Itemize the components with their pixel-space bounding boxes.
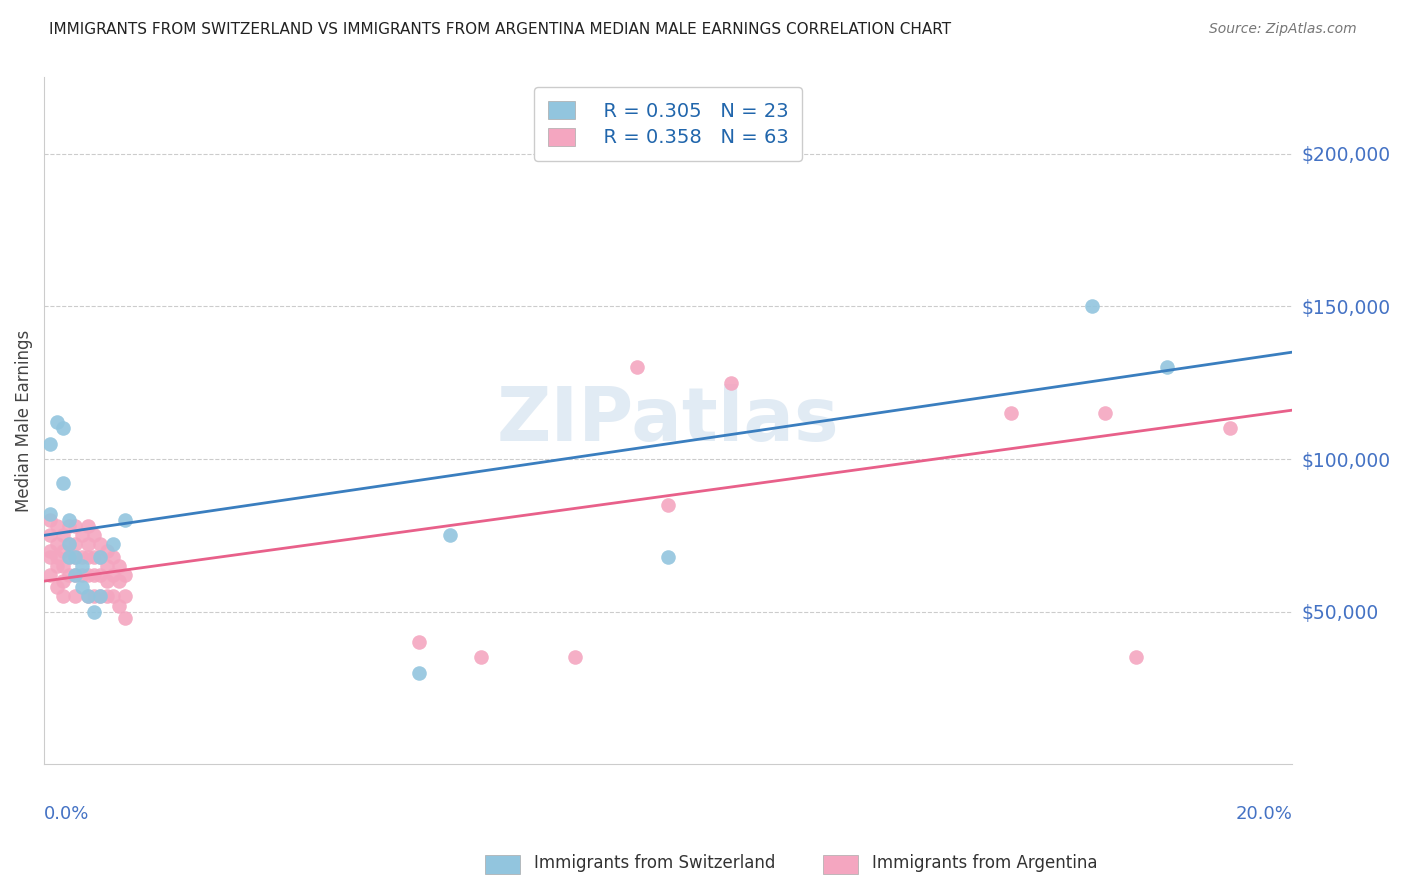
Point xyxy=(65,537,87,551)
Point xyxy=(39,549,62,564)
Text: Immigrants from Argentina: Immigrants from Argentina xyxy=(872,855,1097,872)
Point xyxy=(58,519,80,533)
Point xyxy=(83,549,105,564)
Text: IMMIGRANTS FROM SWITZERLAND VS IMMIGRANTS FROM ARGENTINA MEDIAN MALE EARNINGS CO: IMMIGRANTS FROM SWITZERLAND VS IMMIGRANT… xyxy=(49,22,952,37)
Point xyxy=(65,590,87,604)
Legend:   R = 0.305   N = 23,   R = 0.358   N = 63: R = 0.305 N = 23, R = 0.358 N = 63 xyxy=(534,87,801,161)
Point xyxy=(45,549,67,564)
Point xyxy=(70,580,93,594)
Point xyxy=(108,599,131,613)
Point xyxy=(39,528,62,542)
Point xyxy=(65,549,87,564)
Point xyxy=(52,558,75,573)
Point xyxy=(1081,299,1104,313)
Point xyxy=(564,650,586,665)
Text: Immigrants from Switzerland: Immigrants from Switzerland xyxy=(534,855,776,872)
Point xyxy=(1094,406,1116,420)
Point xyxy=(52,574,75,588)
Point xyxy=(39,513,62,527)
Point xyxy=(45,537,67,551)
Point xyxy=(114,513,136,527)
Point xyxy=(439,528,461,542)
Point xyxy=(1156,360,1178,375)
Point xyxy=(83,528,105,542)
Point xyxy=(45,519,67,533)
Point xyxy=(52,421,75,435)
Point xyxy=(114,568,136,582)
Point xyxy=(89,549,111,564)
Point xyxy=(1000,406,1022,420)
Point xyxy=(114,590,136,604)
Point xyxy=(39,568,62,582)
Point xyxy=(408,665,430,680)
Point xyxy=(470,650,492,665)
Point xyxy=(720,376,742,390)
Point xyxy=(657,498,679,512)
Point xyxy=(65,549,87,564)
Point xyxy=(408,635,430,649)
Point xyxy=(108,558,131,573)
Point xyxy=(83,568,105,582)
Point xyxy=(65,519,87,533)
Point xyxy=(1219,421,1241,435)
Text: 20.0%: 20.0% xyxy=(1236,805,1292,823)
Point xyxy=(89,590,111,604)
Text: Source: ZipAtlas.com: Source: ZipAtlas.com xyxy=(1209,22,1357,37)
Point xyxy=(45,558,67,573)
Text: 0.0%: 0.0% xyxy=(44,805,90,823)
Point xyxy=(58,568,80,582)
Point xyxy=(58,549,80,564)
Point xyxy=(45,416,67,430)
Point xyxy=(76,537,98,551)
Point xyxy=(101,549,124,564)
Point xyxy=(76,519,98,533)
Text: ZIPatlas: ZIPatlas xyxy=(496,384,839,458)
Point xyxy=(70,568,93,582)
Point xyxy=(626,360,648,375)
Point xyxy=(65,568,87,582)
Point xyxy=(101,568,124,582)
Point xyxy=(101,590,124,604)
Y-axis label: Median Male Earnings: Median Male Earnings xyxy=(15,330,32,512)
Point xyxy=(89,537,111,551)
Point xyxy=(89,568,111,582)
Point xyxy=(52,528,75,542)
Point xyxy=(96,590,118,604)
Point xyxy=(70,558,93,573)
Point xyxy=(114,611,136,625)
Point xyxy=(96,574,118,588)
Point xyxy=(70,528,93,542)
Point xyxy=(52,590,75,604)
Point xyxy=(58,513,80,527)
Point xyxy=(657,549,679,564)
Point xyxy=(70,549,93,564)
Point xyxy=(1125,650,1147,665)
Point xyxy=(52,476,75,491)
Point xyxy=(89,590,111,604)
Point xyxy=(45,580,67,594)
Point xyxy=(65,568,87,582)
Point xyxy=(52,543,75,558)
Point xyxy=(39,507,62,521)
Point xyxy=(89,549,111,564)
Point xyxy=(96,543,118,558)
Point xyxy=(76,549,98,564)
Point xyxy=(83,590,105,604)
Point xyxy=(101,537,124,551)
Point xyxy=(58,549,80,564)
Point xyxy=(108,574,131,588)
Point xyxy=(83,605,105,619)
Point xyxy=(58,537,80,551)
Point xyxy=(58,537,80,551)
Point xyxy=(76,568,98,582)
Point xyxy=(76,590,98,604)
Point xyxy=(76,590,98,604)
Point xyxy=(39,543,62,558)
Point xyxy=(39,436,62,450)
Point xyxy=(96,558,118,573)
